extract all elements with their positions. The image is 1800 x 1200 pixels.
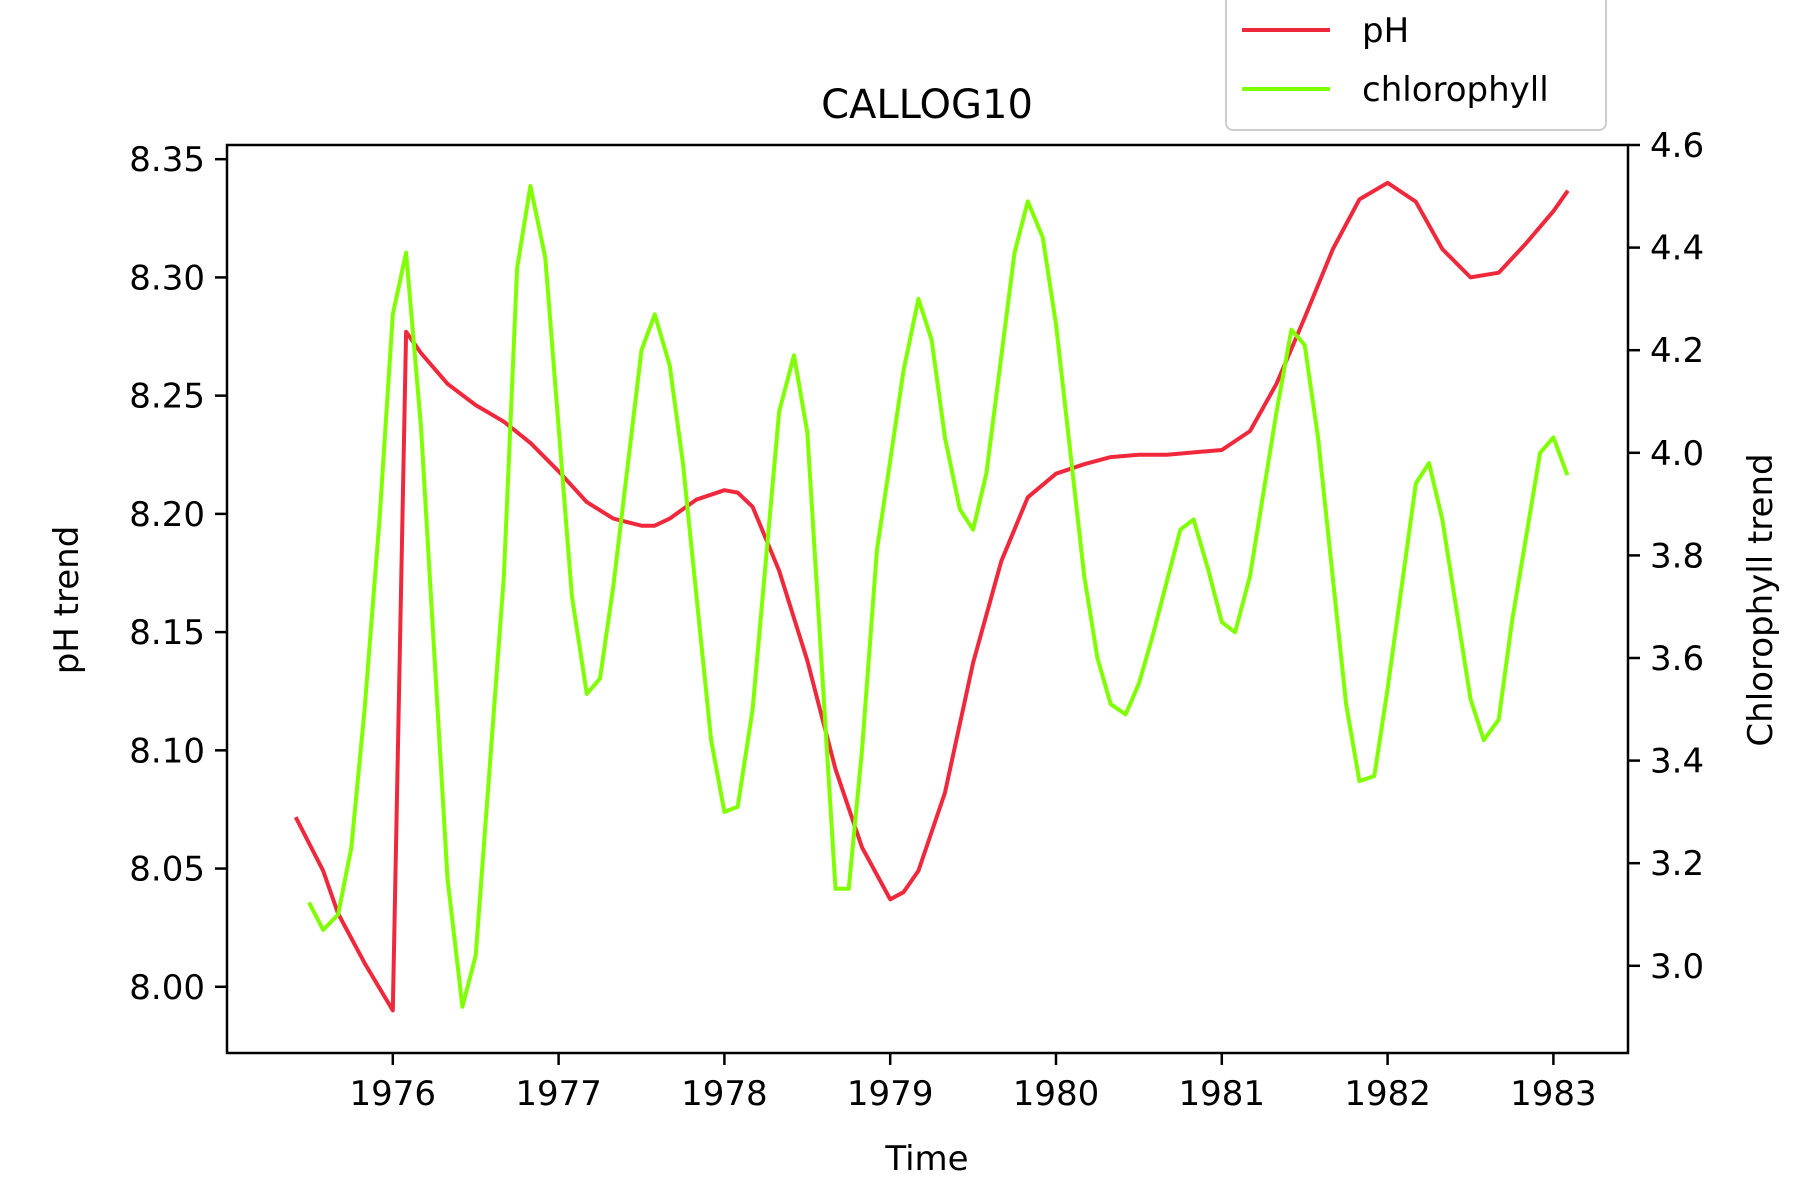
y-left-tick-label: 8.00 bbox=[129, 968, 205, 1008]
y-right-tick-label: 3.8 bbox=[1650, 536, 1704, 576]
y-right-tick-label: 4.2 bbox=[1650, 331, 1704, 371]
y-right-tick-label: 4.0 bbox=[1650, 434, 1704, 474]
y-right-tick-label: 4.6 bbox=[1650, 126, 1704, 166]
y-left-tick-label: 8.10 bbox=[129, 731, 205, 771]
series-line-chlorophyll bbox=[307, 184, 1570, 1009]
y-left-tick-label: 8.30 bbox=[129, 258, 205, 298]
y-right-axis: 3.0 3.2 3.4 3.6 3.8 4.0 4.2 4.4 4.6 bbox=[1628, 126, 1704, 987]
x-axis-label: Time bbox=[884, 1139, 968, 1179]
x-tick-label: 1980 bbox=[1013, 1074, 1100, 1114]
chart-title: CALLOG10 bbox=[821, 82, 1033, 128]
y-right-tick-label: 3.6 bbox=[1650, 639, 1704, 679]
x-tick-label: 1976 bbox=[350, 1074, 437, 1114]
x-tick-label: 1979 bbox=[847, 1074, 934, 1114]
series-line-ph bbox=[293, 180, 1570, 1013]
y-right-tick-label: 3.2 bbox=[1650, 844, 1704, 884]
x-tick-label: 1981 bbox=[1179, 1074, 1266, 1114]
y-right-tick-label: 4.4 bbox=[1650, 229, 1704, 269]
x-tick-label: 1983 bbox=[1510, 1074, 1597, 1114]
legend-label-ph: pH bbox=[1362, 11, 1409, 51]
x-tick-label: 1982 bbox=[1344, 1074, 1431, 1114]
y-left-axis: 8.00 8.05 8.10 8.15 8.20 8.25 8.30 8.35 bbox=[129, 140, 227, 1008]
y-right-tick-label: 3.4 bbox=[1650, 742, 1704, 782]
y-left-tick-label: 8.25 bbox=[129, 377, 205, 417]
y-right-tick-label: 3.0 bbox=[1650, 947, 1704, 987]
legend: pH chlorophyll bbox=[1225, 0, 1607, 131]
y-left-tick-label: 8.15 bbox=[129, 613, 205, 653]
y-right-axis-label: Chlorophyll trend bbox=[1741, 453, 1781, 746]
x-tick-label: 1977 bbox=[515, 1074, 602, 1114]
plot-lines bbox=[293, 180, 1570, 1013]
y-left-tick-label: 8.20 bbox=[129, 495, 205, 535]
x-tick-label: 1978 bbox=[681, 1074, 768, 1114]
y-left-tick-label: 8.35 bbox=[129, 140, 205, 180]
plot-area-frame bbox=[225, 143, 1630, 1055]
legend-label-chlorophyll: chlorophyll bbox=[1362, 70, 1549, 110]
y-left-tick-label: 8.05 bbox=[129, 850, 205, 890]
legend-box bbox=[1225, 0, 1607, 131]
y-left-axis-label: pH trend bbox=[47, 526, 87, 675]
x-axis: 1976 1977 1978 1979 1980 1981 1982 1983 bbox=[350, 1053, 1597, 1114]
